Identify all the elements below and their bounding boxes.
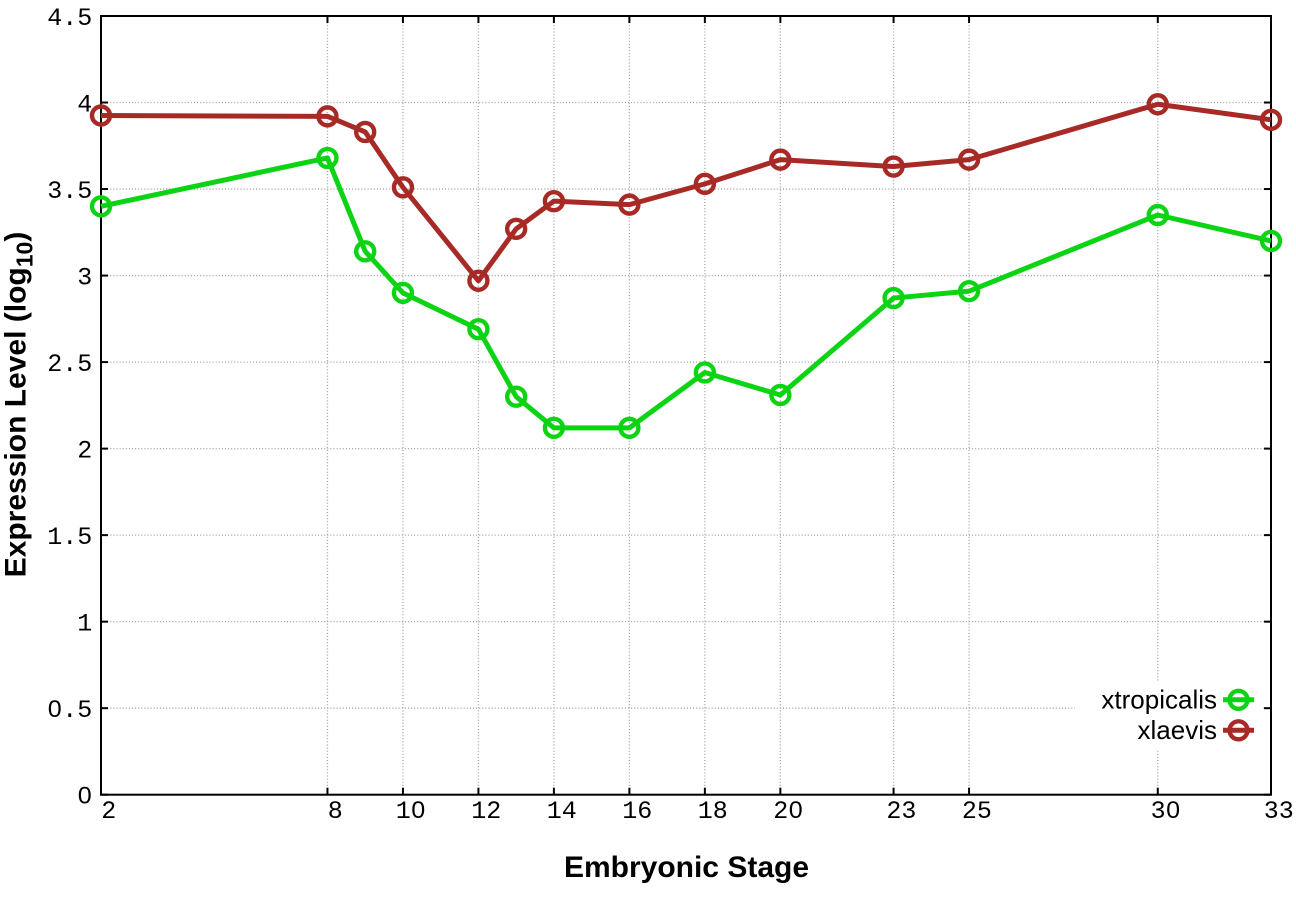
svg-text:2: 2 bbox=[77, 437, 92, 466]
svg-text:xtropicalis: xtropicalis bbox=[1101, 685, 1217, 715]
svg-text:Expression Level (log10): Expression Level (log10) bbox=[0, 232, 38, 578]
svg-text:3: 3 bbox=[77, 264, 92, 293]
svg-text:33: 33 bbox=[1264, 797, 1294, 826]
svg-text:20: 20 bbox=[773, 797, 803, 826]
svg-text:Embryonic Stage: Embryonic Stage bbox=[564, 851, 809, 884]
svg-text:30: 30 bbox=[1151, 797, 1181, 826]
svg-text:4.5: 4.5 bbox=[47, 4, 92, 33]
svg-text:18: 18 bbox=[698, 797, 728, 826]
svg-text:16: 16 bbox=[622, 797, 652, 826]
svg-text:14: 14 bbox=[547, 797, 577, 826]
svg-text:12: 12 bbox=[471, 797, 501, 826]
svg-text:1: 1 bbox=[77, 610, 92, 639]
svg-text:3.5: 3.5 bbox=[47, 177, 92, 206]
svg-text:2.5: 2.5 bbox=[47, 350, 92, 379]
svg-text:4: 4 bbox=[77, 91, 92, 120]
svg-text:xlaevis: xlaevis bbox=[1138, 715, 1217, 745]
svg-text:2: 2 bbox=[101, 797, 116, 826]
svg-text:1.5: 1.5 bbox=[47, 523, 92, 552]
svg-text:8: 8 bbox=[328, 797, 343, 826]
svg-text:25: 25 bbox=[962, 797, 992, 826]
svg-text:10: 10 bbox=[396, 797, 426, 826]
svg-text:23: 23 bbox=[886, 797, 916, 826]
